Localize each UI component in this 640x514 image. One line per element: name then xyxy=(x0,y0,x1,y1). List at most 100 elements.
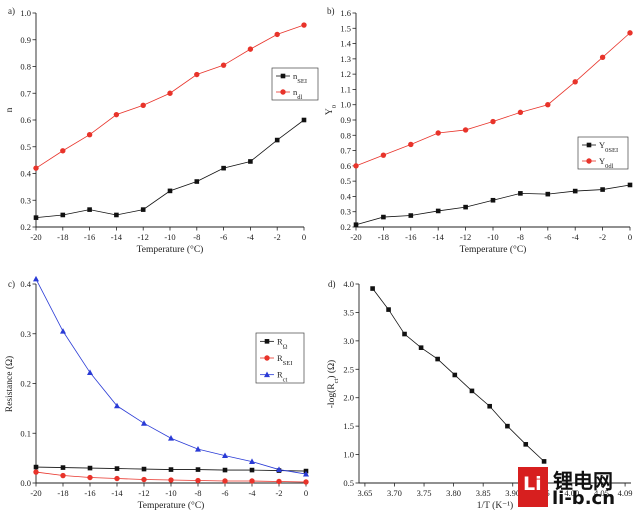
y-tick-label: 0.2 xyxy=(340,222,351,232)
x-tick-label: -18 xyxy=(57,488,68,498)
data-point xyxy=(505,423,510,429)
axis-frame xyxy=(35,13,304,228)
data-point xyxy=(523,442,529,447)
x-tick-label: -2 xyxy=(599,232,606,242)
data-point xyxy=(487,403,492,409)
data-point xyxy=(545,191,551,197)
legend-label: nSEI xyxy=(293,71,307,85)
panel-letter: c) xyxy=(8,279,15,289)
data-point xyxy=(33,165,39,171)
y-tick-label: 0.4 xyxy=(20,279,31,289)
x-tick-label: -14 xyxy=(111,232,123,242)
x-tick-label: 3.85 xyxy=(476,488,491,498)
data-point xyxy=(301,22,307,28)
axis-frame xyxy=(35,284,306,484)
data-point xyxy=(469,388,475,394)
data-point xyxy=(141,476,147,483)
watermark-chinese-text: 锂电网 xyxy=(553,469,613,493)
legend-marker xyxy=(586,158,592,164)
y-tick-label: 0.6 xyxy=(340,161,351,171)
data-point xyxy=(167,90,173,96)
data-point xyxy=(195,477,201,484)
axis-frame xyxy=(358,284,631,484)
data-point xyxy=(87,207,92,212)
data-point xyxy=(60,212,66,218)
data-point xyxy=(114,402,120,409)
legend-marker xyxy=(264,339,270,344)
y-tick-label: 1.5 xyxy=(343,421,354,431)
y-tick-label: 1.5 xyxy=(340,23,351,33)
data-point xyxy=(572,79,578,85)
series-line xyxy=(372,288,545,462)
data-point xyxy=(490,197,496,203)
y-tick-label: 1.1 xyxy=(340,84,351,94)
data-point xyxy=(33,464,39,470)
x-tick-label: 0 xyxy=(628,232,632,242)
data-point xyxy=(303,470,309,477)
y-tick-label: 0.4 xyxy=(340,191,351,201)
panel-letter: d) xyxy=(328,279,336,289)
y-tick-label: 1.0 xyxy=(343,450,354,460)
data-point xyxy=(249,467,255,473)
y-tick-label: 1.2 xyxy=(340,69,351,79)
data-point xyxy=(114,466,120,471)
y-tick-label: 0.2 xyxy=(20,379,31,389)
legend-marker xyxy=(280,73,286,79)
data-point xyxy=(274,31,280,38)
data-point xyxy=(195,467,201,472)
series-line xyxy=(35,119,305,219)
x-tick-label: -10 xyxy=(165,488,176,498)
data-point xyxy=(353,163,359,169)
data-point xyxy=(114,212,119,218)
data-point xyxy=(194,71,200,78)
x-tick-label: -14 xyxy=(111,488,123,498)
y-tick-label: 0.7 xyxy=(20,88,31,98)
x-tick-label: -12 xyxy=(138,232,149,242)
data-point xyxy=(33,469,39,475)
legend-marker xyxy=(280,89,286,95)
data-point xyxy=(408,213,414,218)
data-point xyxy=(140,207,146,212)
y-tick-label: 0.2 xyxy=(20,222,31,232)
y-tick-label: 0.9 xyxy=(340,115,351,125)
legend-marker xyxy=(586,142,592,148)
y-tick-label: 0.1 xyxy=(20,428,31,438)
legend-box xyxy=(577,136,629,170)
x-tick-label: 3.90 xyxy=(505,488,520,498)
data-point xyxy=(247,46,254,52)
x-tick-label: -10 xyxy=(487,232,498,242)
panel-c-temperature-resistance: c)-20 -18 -16 -14 -12 -10 -8 -6 -4 -2 00.00.10.20.… xyxy=(4,275,309,511)
x-tick-label: -20 xyxy=(350,232,361,242)
y-tick-label: 0.0 xyxy=(20,478,31,488)
x-tick-label: 3.70 xyxy=(387,488,402,498)
data-point xyxy=(435,208,441,214)
data-point xyxy=(141,420,147,426)
legend-label: RΩ xyxy=(277,336,288,350)
data-point xyxy=(418,345,424,350)
y-tick-label: 0.6 xyxy=(20,115,31,125)
y-tick-label: 0.8 xyxy=(340,130,351,140)
watermark-domain-text: li-b.cn xyxy=(552,488,616,509)
data-point xyxy=(60,148,66,154)
x-tick-label: -14 xyxy=(433,232,445,242)
y-tick-label: 0.7 xyxy=(340,146,351,156)
x-tick-label: -2 xyxy=(274,232,281,242)
data-point xyxy=(220,62,227,68)
data-point xyxy=(370,286,375,291)
y-tick-label: 0.5 xyxy=(340,176,351,186)
data-point xyxy=(87,369,93,375)
data-point xyxy=(274,137,280,143)
data-point xyxy=(545,102,551,108)
x-tick-label: 4.05 xyxy=(594,488,609,498)
legend-label: Y0SEI xyxy=(599,140,618,154)
data-point xyxy=(222,478,228,484)
data-point xyxy=(490,118,496,125)
data-point xyxy=(463,204,468,210)
legend-label: ndl xyxy=(293,87,303,101)
x-tick-label: -20 xyxy=(30,488,41,498)
data-point xyxy=(452,372,458,378)
data-point xyxy=(60,465,66,470)
y-tick-label: 1.0 xyxy=(340,100,351,110)
x-tick-label: 0 xyxy=(304,488,308,498)
data-point xyxy=(33,215,39,220)
